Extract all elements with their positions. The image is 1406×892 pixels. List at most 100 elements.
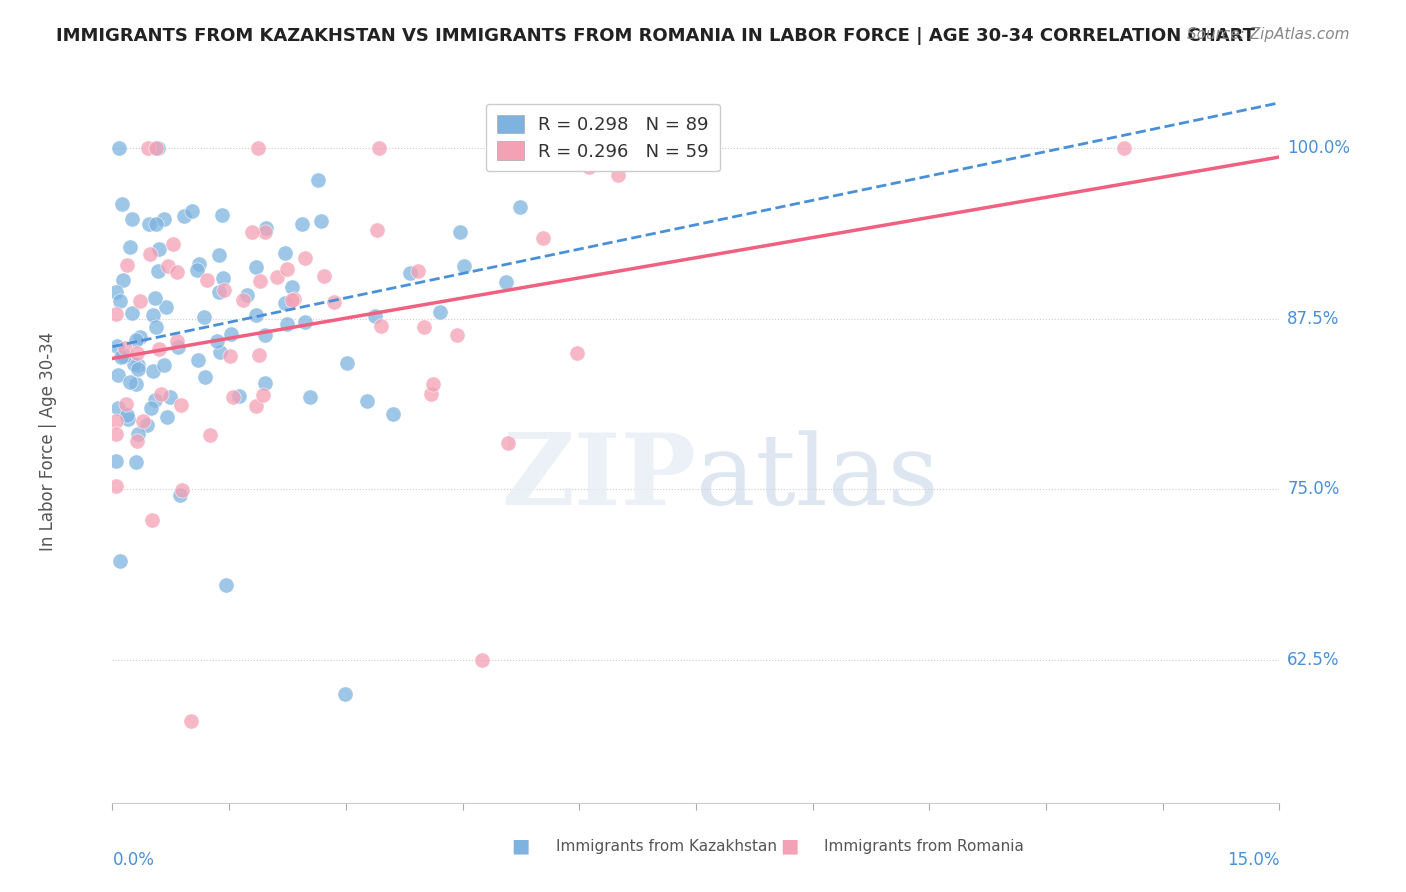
Point <box>205 334 228 348</box>
Point <box>246 141 269 155</box>
Point <box>509 200 531 214</box>
Point <box>127 426 149 441</box>
Point <box>294 251 316 265</box>
Point <box>413 320 436 334</box>
Text: IMMIGRANTS FROM KAZAKHSTAN VS IMMIGRANTS FROM ROMANIA IN LABOR FORCE | AGE 30-34: IMMIGRANTS FROM KAZAKHSTAN VS IMMIGRANTS… <box>56 27 1256 45</box>
Point <box>138 217 160 231</box>
Point <box>215 577 238 591</box>
Point <box>370 318 392 333</box>
Point <box>172 483 194 497</box>
Point <box>125 333 148 347</box>
Point <box>145 141 167 155</box>
Point <box>245 399 267 413</box>
Point <box>274 295 297 310</box>
Point <box>406 264 429 278</box>
Point <box>117 412 139 426</box>
Point <box>105 307 128 321</box>
Text: Immigrants from Romania: Immigrants from Romania <box>824 838 1024 854</box>
Point <box>364 309 387 323</box>
Point <box>245 260 267 274</box>
Point <box>108 141 131 155</box>
Point <box>148 242 170 256</box>
Text: atlas: atlas <box>696 430 939 525</box>
Point <box>110 197 132 211</box>
Point <box>139 247 162 261</box>
Point <box>245 309 267 323</box>
Point <box>108 293 131 308</box>
Point <box>141 513 163 527</box>
Point <box>107 401 129 415</box>
Point <box>110 554 132 568</box>
Point <box>136 417 159 432</box>
Point <box>187 353 209 368</box>
Point <box>208 247 231 261</box>
Point <box>366 223 388 237</box>
Point <box>186 263 208 277</box>
Point <box>422 377 444 392</box>
Point <box>208 345 231 359</box>
Point <box>124 357 146 371</box>
Point <box>607 168 630 182</box>
Point <box>281 280 304 294</box>
Point <box>446 328 468 343</box>
Text: 75.0%: 75.0% <box>1288 480 1340 499</box>
Point <box>169 398 191 412</box>
Point <box>105 426 128 441</box>
Point <box>125 434 148 449</box>
Point <box>266 270 288 285</box>
Point <box>232 293 254 307</box>
Point <box>145 217 167 231</box>
Point <box>127 362 149 376</box>
Point <box>212 284 235 298</box>
Point <box>219 349 242 363</box>
Point <box>252 388 274 402</box>
Point <box>181 204 204 219</box>
Point <box>127 358 149 372</box>
Point <box>107 368 129 382</box>
Point <box>121 306 143 320</box>
Point <box>607 143 630 157</box>
Point <box>166 334 188 348</box>
Point <box>145 319 167 334</box>
Point <box>276 317 298 331</box>
Point <box>273 245 295 260</box>
Point <box>249 274 271 288</box>
Text: 0.0%: 0.0% <box>112 850 155 869</box>
Point <box>159 390 181 404</box>
Point <box>114 341 136 355</box>
Point <box>254 327 277 342</box>
Point <box>112 273 135 287</box>
Text: ZIP: ZIP <box>501 429 696 526</box>
Point <box>333 687 356 701</box>
Point <box>470 653 492 667</box>
Point <box>211 208 233 222</box>
Point <box>143 392 166 407</box>
Text: Source: ZipAtlas.com: Source: ZipAtlas.com <box>1187 27 1350 42</box>
Point <box>148 342 170 356</box>
Point <box>356 394 378 409</box>
Text: 62.5%: 62.5% <box>1288 650 1340 669</box>
Point <box>368 141 391 155</box>
Point <box>127 346 149 360</box>
Text: ■: ■ <box>780 837 799 855</box>
Point <box>309 213 332 227</box>
Point <box>136 141 159 155</box>
Text: In Labor Force | Age 30-34: In Labor Force | Age 30-34 <box>39 332 58 551</box>
Point <box>307 173 329 187</box>
Point <box>118 240 141 254</box>
Point <box>110 350 132 364</box>
Text: ■: ■ <box>512 837 530 855</box>
Point <box>142 308 165 322</box>
Point <box>578 160 600 174</box>
Point <box>115 408 138 422</box>
Point <box>208 285 231 299</box>
Point <box>125 455 148 469</box>
Point <box>1112 141 1135 155</box>
Point <box>240 226 263 240</box>
Point <box>117 258 139 272</box>
Point <box>420 387 443 401</box>
Point <box>148 264 170 278</box>
Point <box>194 370 217 384</box>
Point <box>173 209 195 223</box>
Point <box>510 153 533 168</box>
